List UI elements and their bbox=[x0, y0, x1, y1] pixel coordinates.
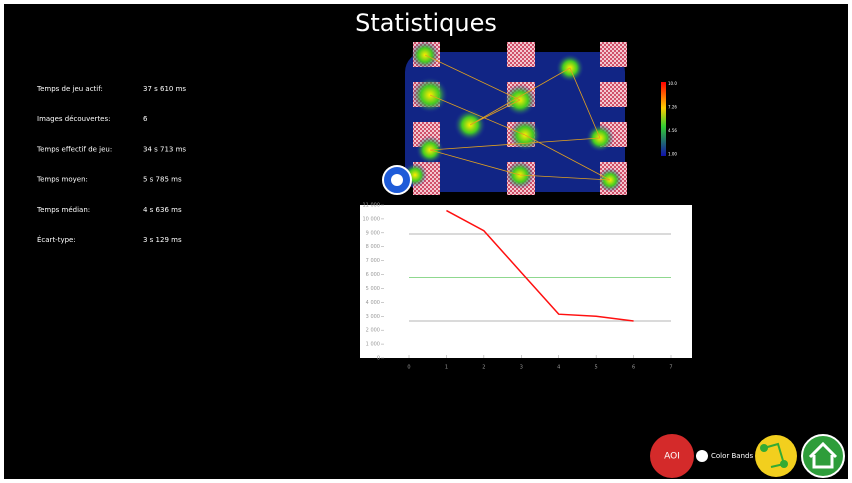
y-tick-label: 5 000 bbox=[366, 286, 380, 292]
stat-label: Temps moyen: bbox=[36, 176, 88, 184]
chart-panel bbox=[360, 205, 692, 358]
y-tick-label: 7 000 bbox=[366, 258, 380, 264]
aoi-button[interactable]: AOI bbox=[650, 434, 694, 478]
aoi-label[interactable]: AOI bbox=[664, 452, 680, 462]
stat-value: 6 bbox=[143, 115, 148, 123]
stat-label: Temps médian: bbox=[36, 206, 90, 214]
colorbar-label: 4.56 bbox=[668, 128, 677, 133]
y-tick-label: 6 000 bbox=[366, 272, 380, 278]
y-tick-label: 2 000 bbox=[366, 328, 380, 334]
y-tick-label: 0 bbox=[377, 356, 380, 362]
title: Statistiques bbox=[355, 9, 497, 37]
y-tick-label: 1 000 bbox=[366, 342, 380, 348]
graph-button[interactable] bbox=[755, 435, 797, 477]
color-bands-label[interactable]: Color Bands bbox=[711, 452, 753, 460]
stat-label: Temps de jeu actif: bbox=[36, 85, 103, 93]
heatmap bbox=[383, 41, 627, 195]
app: Statistiques AOI Color Bands Temps de je… bbox=[0, 0, 852, 483]
stat-label: Écart-type: bbox=[37, 235, 76, 244]
y-tick-label: 9 000 bbox=[366, 230, 380, 236]
x-tick-label: 4 bbox=[557, 365, 560, 371]
y-tick-label: 11 000 bbox=[363, 203, 381, 209]
stat-label: Images découvertes: bbox=[37, 115, 111, 123]
stat-value: 34 s 713 ms bbox=[143, 145, 186, 153]
home-button[interactable] bbox=[802, 435, 844, 477]
stat-value: 37 s 610 ms bbox=[143, 85, 186, 93]
y-tick-label: 3 000 bbox=[366, 314, 380, 320]
y-tick-label: 8 000 bbox=[366, 244, 380, 250]
screen: Statistiques AOI Color Bands Temps de je… bbox=[0, 0, 852, 483]
x-tick-label: 5 bbox=[595, 365, 598, 371]
x-tick-label: 6 bbox=[632, 365, 635, 371]
colorbar bbox=[661, 82, 666, 156]
y-tick-label: 10 000 bbox=[363, 216, 381, 222]
stat-value: 3 s 129 ms bbox=[143, 236, 182, 244]
colorbar-label: 1.00 bbox=[668, 152, 677, 157]
x-tick-label: 2 bbox=[482, 365, 485, 371]
colorbar-label: 7.26 bbox=[668, 105, 677, 110]
color-bands-radio[interactable] bbox=[696, 450, 708, 462]
stat-value: 4 s 636 ms bbox=[143, 206, 182, 214]
x-tick-label: 3 bbox=[520, 365, 523, 371]
x-tick-label: 1 bbox=[445, 365, 448, 371]
colorbar-label: 10.0 bbox=[668, 81, 677, 86]
x-tick-label: 0 bbox=[407, 365, 410, 371]
x-tick-label: 7 bbox=[669, 365, 672, 371]
y-tick-label: 4 000 bbox=[366, 300, 380, 306]
stat-value: 5 s 785 ms bbox=[143, 176, 182, 184]
stat-label: Temps effectif de jeu: bbox=[36, 145, 112, 153]
